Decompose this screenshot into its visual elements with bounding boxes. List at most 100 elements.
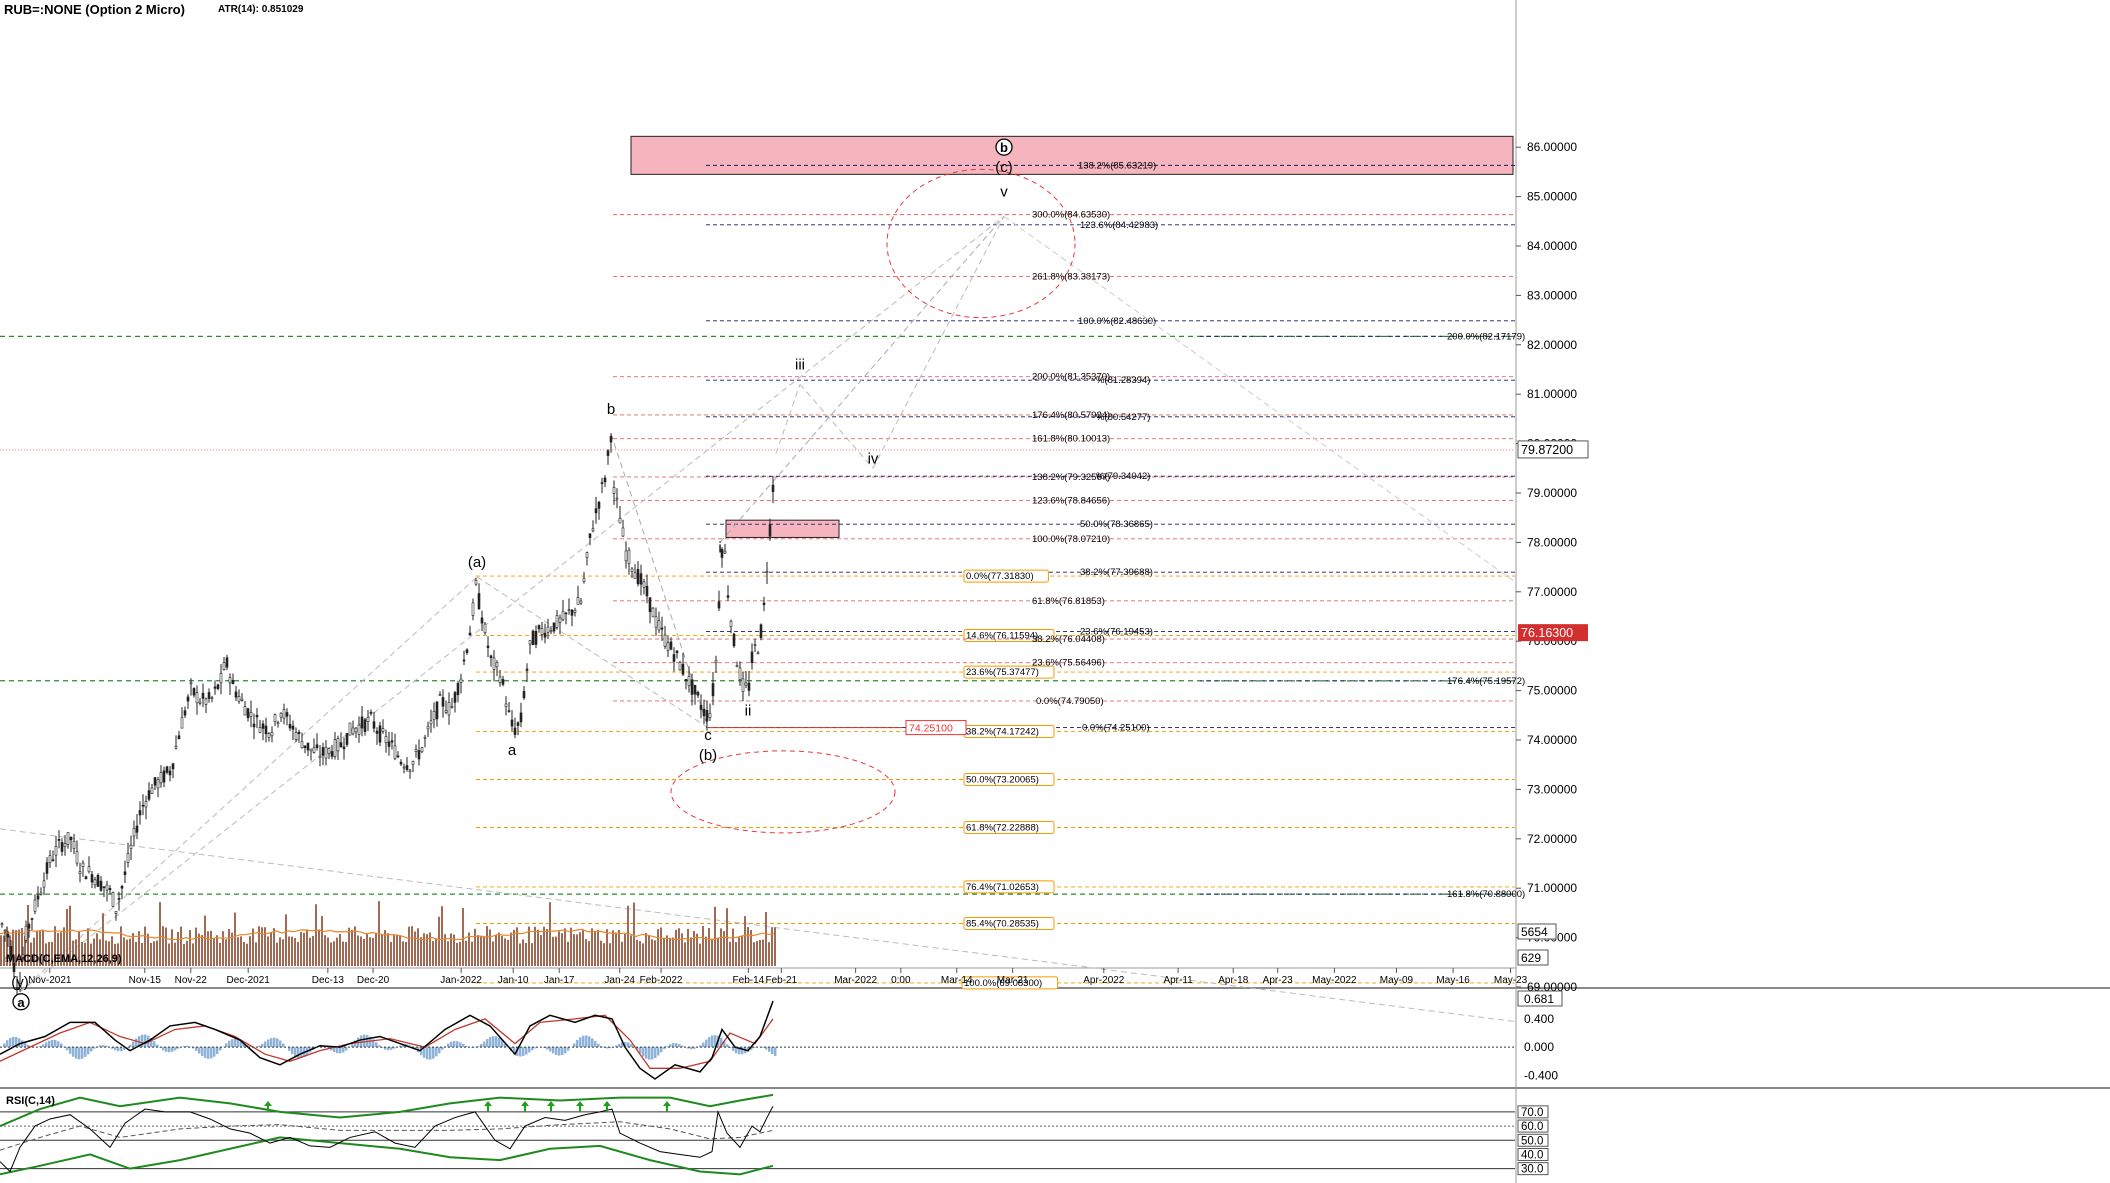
date-tick-label: Feb-2022 <box>640 975 683 986</box>
candle-body <box>618 517 622 524</box>
candle-body <box>402 766 406 769</box>
volume-bar <box>81 942 83 966</box>
volume-bar <box>438 916 440 966</box>
macd-histogram-bar <box>321 1046 324 1048</box>
candle-body <box>438 694 442 696</box>
fib-level-label: 123.6%(84.42983) <box>1080 220 1158 231</box>
macd-histogram-bar <box>723 1040 726 1048</box>
volume-bar <box>234 912 236 966</box>
volume-bar <box>387 933 389 966</box>
volume-bar <box>468 932 470 966</box>
macd-histogram-bar <box>636 1047 639 1051</box>
rsi-axis-label: 40.0 <box>1521 1149 1543 1161</box>
macd-histogram-bar <box>501 1040 504 1048</box>
candle-body <box>534 630 538 645</box>
macd-histogram-bar <box>156 1044 159 1048</box>
candle-body <box>756 652 760 655</box>
candle-body <box>627 549 631 564</box>
candle-body <box>606 450 610 456</box>
volume-bar <box>237 937 239 966</box>
macd-axis-label: 0.000 <box>1524 1040 1554 1054</box>
candle-body <box>318 755 322 759</box>
macd-histogram-bar <box>753 1047 756 1049</box>
candle-body <box>360 716 364 729</box>
macd-histogram-bar <box>162 1047 165 1051</box>
date-tick-label: Dec-20 <box>357 975 390 986</box>
candle-body <box>315 744 319 748</box>
macd-histogram-bar <box>480 1044 483 1048</box>
candle-body <box>162 770 166 783</box>
candle-body <box>303 745 307 748</box>
macd-histogram-bar <box>336 1047 339 1054</box>
macd-value-badge <box>1517 990 1563 1007</box>
volume-bar <box>516 927 518 966</box>
volume-bar <box>768 942 770 966</box>
volume-bar <box>102 913 104 966</box>
candle-body <box>429 720 433 725</box>
candle-body <box>342 746 346 750</box>
volume-bar <box>183 943 185 966</box>
fib-level-label: 138.2%(85.63219) <box>1078 160 1156 171</box>
candle-body <box>762 602 766 606</box>
volume-bar <box>336 937 338 966</box>
macd-histogram-bar <box>423 1047 426 1058</box>
candle-body <box>27 924 31 929</box>
macd-histogram-bar <box>174 1047 177 1051</box>
date-tick-label: Nov-2021 <box>28 975 72 986</box>
volume-bar <box>54 926 56 966</box>
candle-body <box>321 747 325 756</box>
date-tick-label: May-16 <box>1436 975 1470 986</box>
volume-bar <box>750 930 752 966</box>
candle-body <box>261 723 265 729</box>
candle-body <box>180 717 184 729</box>
fib-level-label: 23.6%(76.19453) <box>1080 627 1153 638</box>
volume-bar <box>696 933 698 966</box>
macd-histogram-bar <box>354 1040 357 1048</box>
date-tick-label: Feb-21 <box>765 975 797 986</box>
volume-bar <box>195 927 197 966</box>
volume-bar <box>423 933 425 966</box>
rsi-upper-band <box>0 1093 774 1127</box>
price-tick-label: 82.00000 <box>1527 338 1577 352</box>
marker-74-label: 74.25100 <box>909 723 953 735</box>
volume-bar <box>675 929 677 966</box>
macd-histogram-bar <box>51 1039 54 1048</box>
candle-body <box>252 723 256 728</box>
candle-body <box>522 691 526 699</box>
macd-histogram-bar <box>66 1047 69 1051</box>
date-tick-label: May-23 <box>1494 975 1528 986</box>
wave-label: iv <box>868 450 879 467</box>
candle-body <box>678 661 682 671</box>
macd-histogram-bar <box>81 1047 84 1059</box>
candle-body <box>495 662 499 668</box>
candle-body <box>60 842 64 852</box>
volume-bar <box>498 932 500 966</box>
volume-bar <box>108 941 110 966</box>
volume-bar <box>480 936 482 966</box>
macd-histogram-bar <box>57 1041 60 1048</box>
macd-histogram-bar <box>576 1040 579 1048</box>
volume-bar <box>702 926 704 966</box>
macd-histogram-bar <box>87 1047 90 1055</box>
volume-bar <box>153 941 155 966</box>
price-tick-label: 74.00000 <box>1527 733 1577 747</box>
volume-bar <box>57 932 59 966</box>
candle-body <box>183 710 187 716</box>
macd-histogram-bar <box>195 1047 198 1051</box>
candle-body <box>267 733 271 738</box>
volume-bar <box>279 937 281 966</box>
macd-histogram-bar <box>234 1038 237 1048</box>
candle-body <box>747 682 751 691</box>
volume-bar <box>432 941 434 966</box>
candle-body <box>675 650 679 654</box>
volume-bar <box>717 938 719 966</box>
circled-wave-label: a <box>17 995 25 1010</box>
volume-bar <box>255 942 257 966</box>
candle-body <box>135 825 139 833</box>
macd-histogram-bar <box>639 1047 642 1054</box>
candle-body <box>291 725 295 730</box>
candle-body <box>489 655 493 658</box>
macd-label: MACD(C,EMA,12,26,9) <box>6 953 122 965</box>
macd-histogram-bar <box>27 1044 30 1048</box>
